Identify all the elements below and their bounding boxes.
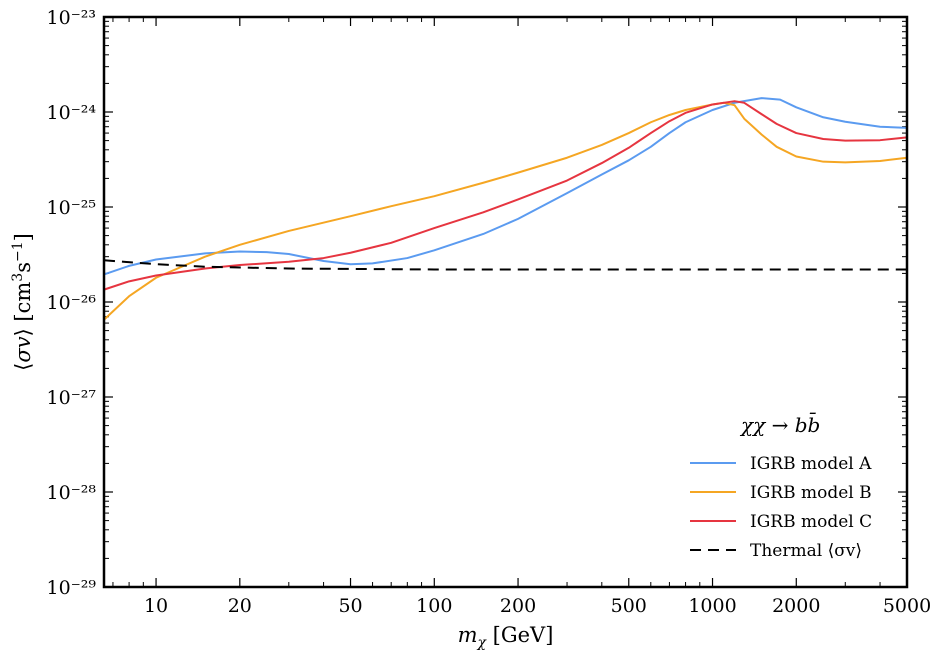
series-line bbox=[103, 101, 908, 321]
x-tick-label: 1000 bbox=[688, 595, 736, 617]
y-tick-label: 10⁻²⁵ bbox=[47, 197, 96, 219]
x-tick-label: 10 bbox=[144, 595, 168, 617]
series-line bbox=[103, 100, 908, 291]
x-tick-label: 200 bbox=[500, 595, 536, 617]
y-tick-label: 10⁻²⁴ bbox=[47, 102, 97, 124]
x-axis-label: mχ [GeV] bbox=[458, 623, 554, 651]
plot-frame bbox=[102, 15, 909, 589]
y-axis-label: ⟨σv⟩ [cm3s−1] bbox=[10, 233, 35, 371]
x-tick-label: 5000 bbox=[883, 595, 931, 617]
y-tick-label: 10⁻²⁷ bbox=[47, 387, 97, 409]
x-tick-label: 20 bbox=[228, 595, 252, 617]
y-tick-label: 10⁻²³ bbox=[47, 7, 96, 29]
legend-title: χχ → bb̄ bbox=[739, 412, 820, 437]
tick-labels: 10 20 50 100 200 500 1000 2000 5000 10⁻²⁹ 10⁻²⁸ 10⁻… bbox=[47, 7, 932, 617]
legend-label: IGRB model A bbox=[750, 454, 872, 474]
legend: χχ → bb̄ IGRB model A IGRB model B IGRB mo… bbox=[690, 412, 872, 561]
y-tick-label: 10⁻²⁶ bbox=[47, 292, 97, 314]
x-tick-label: 2000 bbox=[772, 595, 820, 617]
x-tick-label: 100 bbox=[416, 595, 452, 617]
series-line bbox=[103, 259, 907, 271]
series-lines bbox=[103, 97, 908, 321]
series-line bbox=[103, 97, 908, 276]
legend-label: IGRB model C bbox=[750, 512, 872, 532]
legend-label: IGRB model B bbox=[750, 483, 872, 503]
y-tick-label: 10⁻²⁸ bbox=[47, 482, 97, 504]
x-tick-label: 500 bbox=[611, 595, 647, 617]
x-tick-label: 50 bbox=[338, 595, 362, 617]
y-tick-label: 10⁻²⁹ bbox=[47, 577, 97, 599]
legend-label: Thermal ⟨σv⟩ bbox=[750, 541, 862, 561]
